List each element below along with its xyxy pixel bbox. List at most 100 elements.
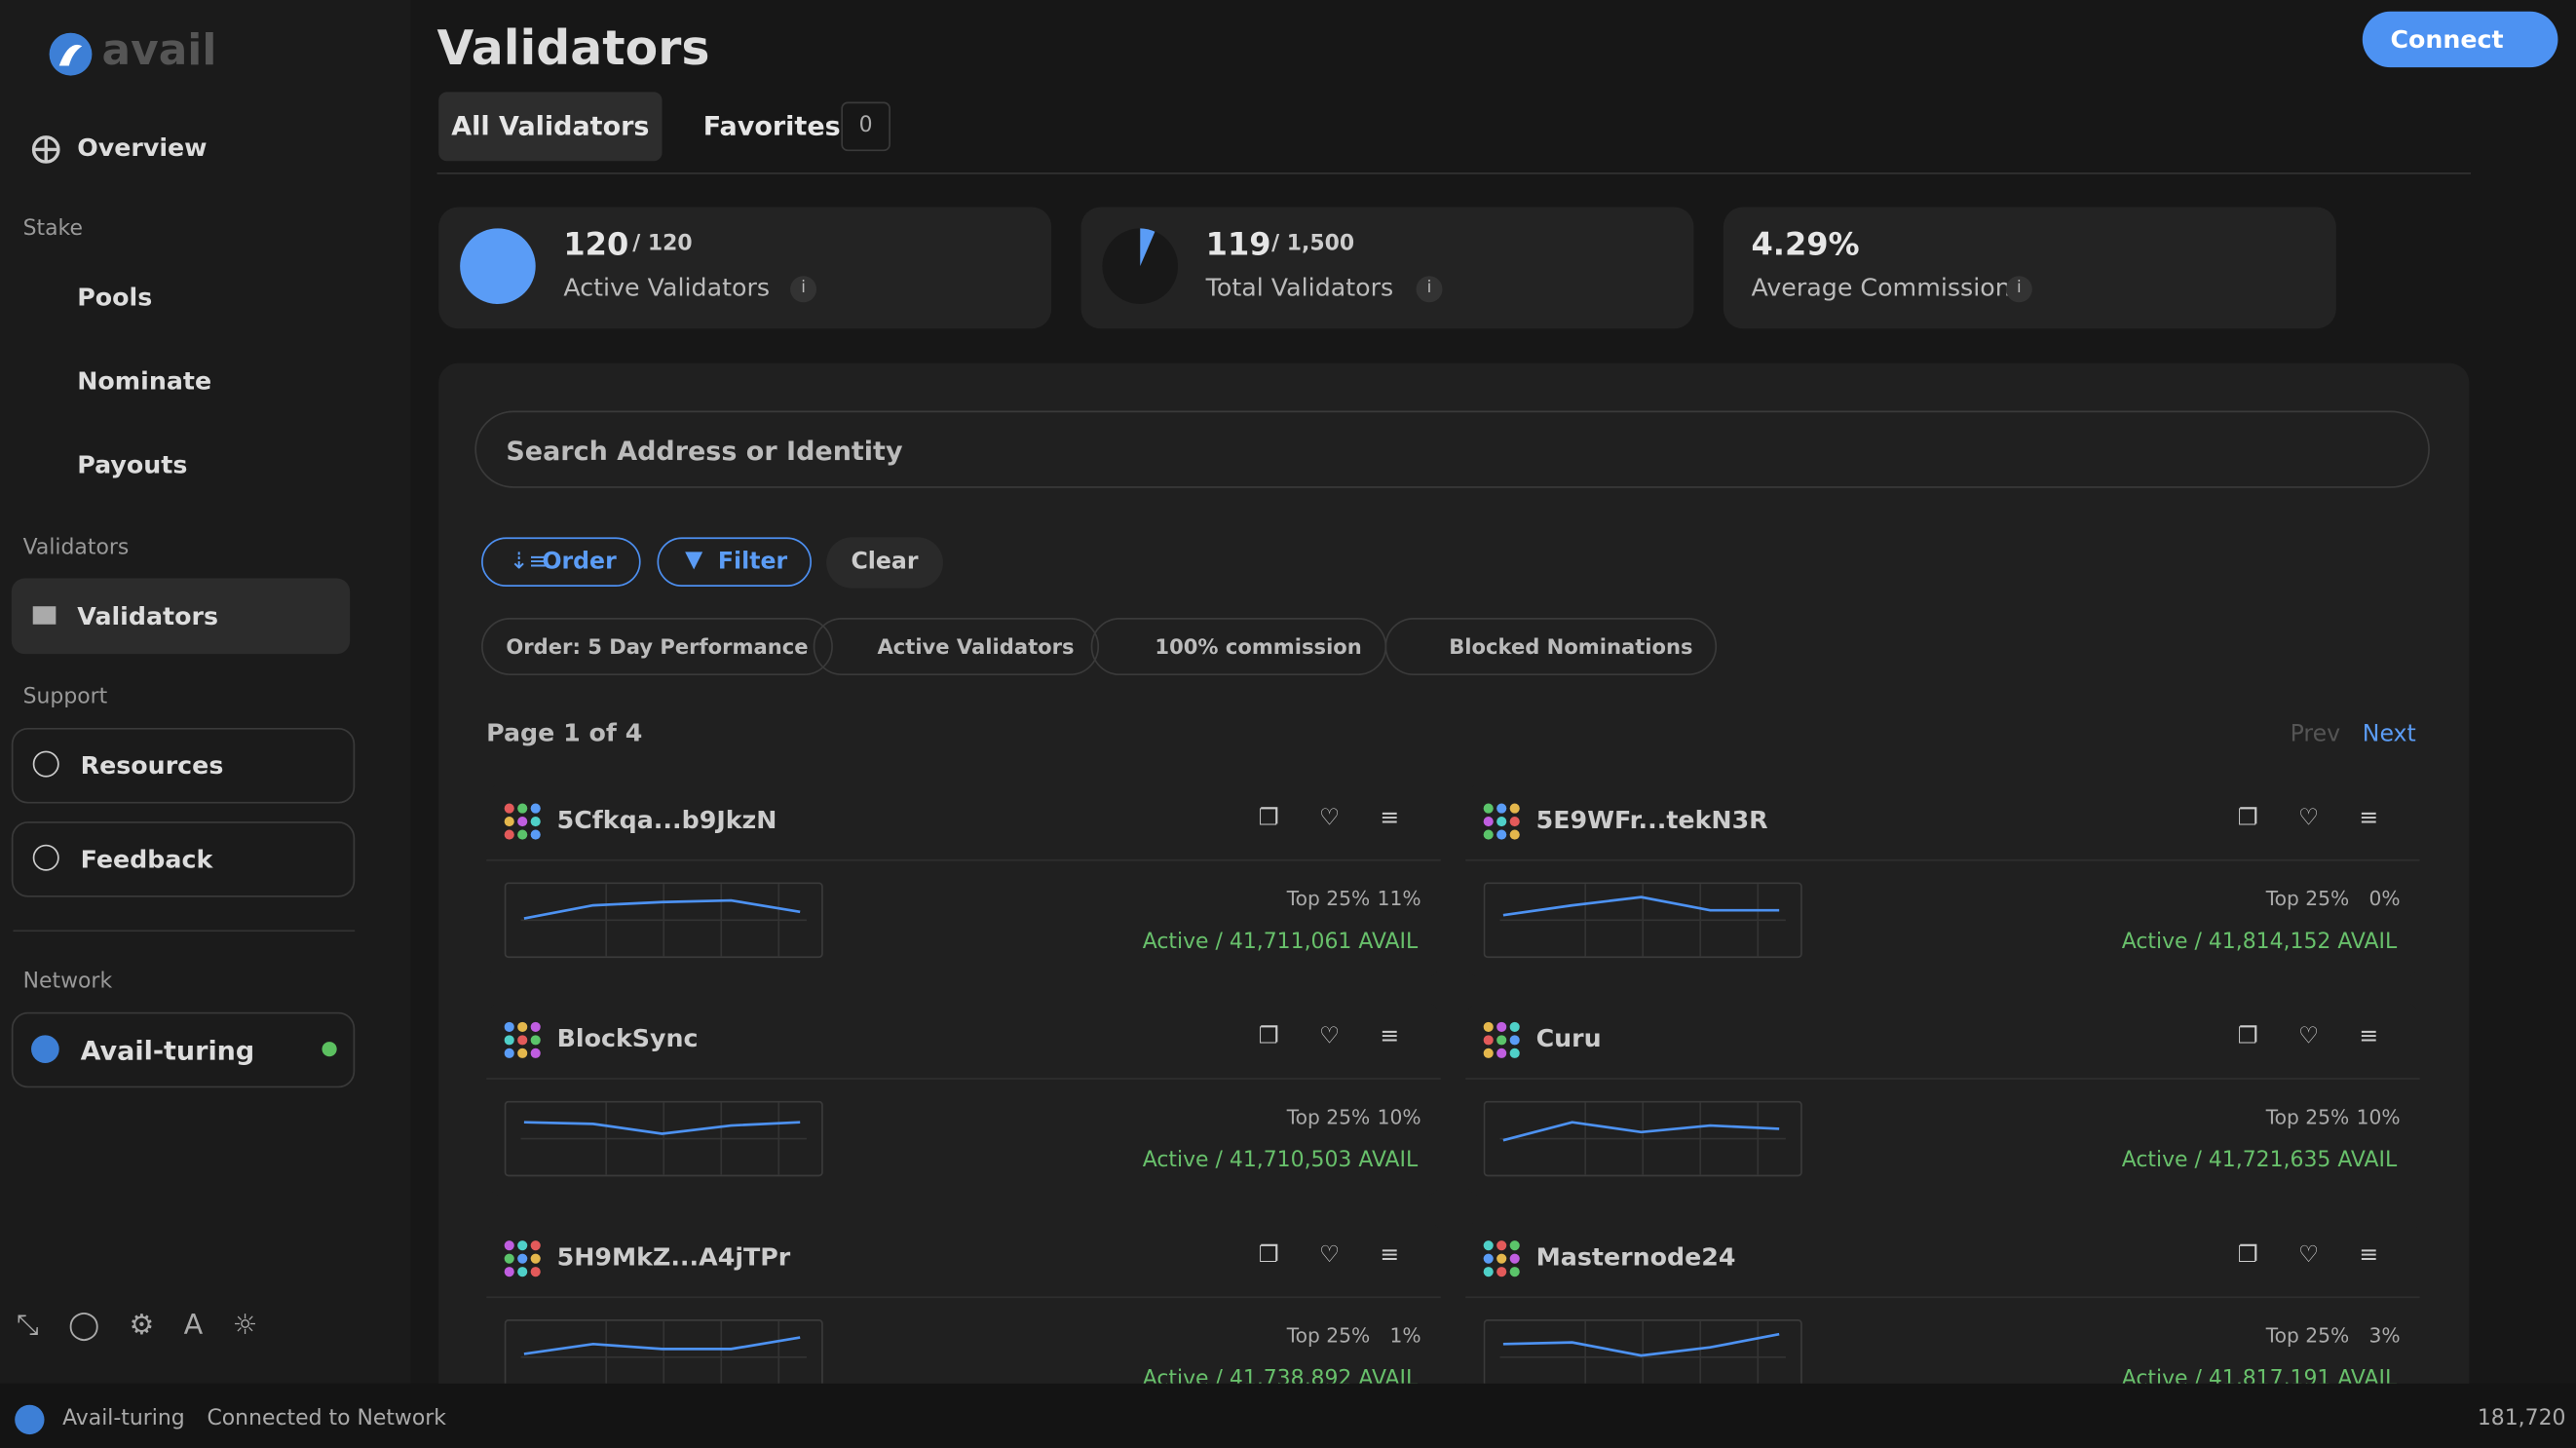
sparkline-frame (504, 1319, 823, 1384)
identicon-dot (1483, 1035, 1494, 1046)
order-button[interactable]: Order (481, 537, 642, 587)
validator-name: Curu (1535, 1023, 1602, 1053)
menu-button[interactable]: ≡ (1380, 1241, 1400, 1269)
nav-item[interactable]: Validators (77, 601, 219, 631)
identicon-dot (530, 829, 541, 840)
menu-button[interactable]: ≡ (2359, 805, 2379, 832)
filter-chip[interactable]: 100% commission (1090, 618, 1387, 676)
search-input[interactable]: Search Address or Identity (474, 410, 2430, 488)
nav-item[interactable]: Overview (77, 133, 208, 163)
identicon-dot (1496, 1021, 1507, 1032)
favorites-count: 0 (841, 101, 890, 152)
copy-button[interactable]: ❐ (2237, 1023, 2258, 1050)
pie-bg (1102, 228, 1179, 304)
favorite-button[interactable]: ♡ (1319, 805, 1341, 832)
validator-card[interactable]: Masternode24 ❐ ♡ ≡ Top 25% 3% Active / 41,817,… (1465, 1220, 2420, 1384)
nav-box[interactable] (11, 821, 356, 897)
copy-button[interactable]: ❐ (2237, 1241, 2258, 1269)
identicon-dot (504, 1240, 514, 1251)
nav-item[interactable]: Feedback (80, 844, 213, 875)
identicon-dot (530, 817, 541, 827)
identicon-dot (1483, 1021, 1494, 1032)
toolbar-icons[interactable]: ⤡◯⚙A☼ (16, 1309, 287, 1343)
favorite-button[interactable]: ♡ (2298, 805, 2320, 832)
favorite-button[interactable]: ♡ (1319, 1241, 1341, 1269)
rank: Top 25% (2265, 1105, 2350, 1129)
tab[interactable]: Favorites (702, 109, 841, 142)
divider (436, 172, 2472, 174)
identicon-dot (1483, 817, 1494, 827)
validator-name: Masternode24 (1535, 1241, 1736, 1273)
nav-item[interactable]: Pools (77, 283, 153, 313)
identicon-dot (517, 1253, 528, 1264)
section-title: Network (22, 969, 113, 995)
filter-chip[interactable]: Order: 5 Day Performance (481, 618, 833, 676)
icon (32, 750, 59, 778)
menu-button[interactable]: ≡ (2359, 1023, 2379, 1050)
info-icon[interactable]: i (790, 276, 817, 303)
favorite-button[interactable]: ♡ (1319, 1023, 1341, 1050)
validator-card[interactable]: Curu ❐ ♡ ≡ Top 25% 10% Active / 41,721,635 AVA… (1465, 1002, 2420, 1197)
nav-item[interactable]: Payouts (77, 450, 188, 480)
nav-item[interactable]: Nominate (77, 366, 212, 397)
nav-item[interactable]: Resources (80, 750, 224, 781)
favorite-button[interactable]: ♡ (2298, 1023, 2320, 1050)
stat-label: Active Validators (563, 272, 771, 303)
menu-button[interactable]: ≡ (1380, 805, 1400, 832)
identicon-dot (1483, 1240, 1494, 1251)
copy-button[interactable]: ❐ (1258, 805, 1279, 832)
identicon-dot (530, 1267, 541, 1277)
validator-card[interactable]: 5H9MkZ...A4jTPr ❐ ♡ ≡ Top 25% 1% Active / 41,7… (486, 1220, 1441, 1384)
info-icon[interactable]: i (1416, 276, 1443, 303)
rank: Top 25% (1286, 1324, 1371, 1348)
copy-button[interactable]: ❐ (1258, 1023, 1279, 1050)
identicon-dot (504, 1035, 514, 1046)
identicon-dot (504, 1253, 514, 1264)
clear-button[interactable]: Clear (826, 537, 943, 589)
copy-button[interactable]: ❐ (1258, 1241, 1279, 1269)
icon: ▼ (685, 547, 703, 574)
validator-card[interactable]: BlockSync ❐ ♡ ≡ Top 25% 10% Active / 41,710,50… (486, 1002, 1441, 1197)
rank: Top 25% (2265, 1324, 2350, 1348)
page-title: Validators (436, 19, 710, 76)
prev-button[interactable]: Prev (2290, 721, 2341, 748)
sparkline (1483, 1319, 1802, 1384)
status: Active / 41,721,635 AVAIL (2121, 1148, 2398, 1173)
validator-card[interactable]: 5E9WFr...tekN3R ❐ ♡ ≡ Top 25% 0% Active / 41,8… (1465, 783, 2420, 978)
nav-box[interactable] (11, 1011, 356, 1088)
info-icon[interactable]: i (2005, 276, 2032, 303)
commission: 11% (1377, 887, 1421, 911)
identicon-dot (504, 1048, 514, 1058)
stat-value: 120 (563, 226, 629, 263)
identicon-dot (517, 1048, 528, 1058)
sparkline (1483, 882, 1802, 959)
sidebar (0, 0, 411, 1384)
identicon-dot (504, 1021, 514, 1032)
nav-item[interactable]: Avail-turing (80, 1035, 255, 1067)
menu-button[interactable]: ≡ (2359, 1241, 2379, 1269)
stat-total: / 120 (632, 231, 693, 257)
commission: 3% (2368, 1324, 2401, 1348)
sparkline-line (1502, 1332, 1780, 1357)
identicon-dot (1509, 1035, 1520, 1046)
commission: 1% (1389, 1324, 1421, 1348)
identicon-dot (1496, 1267, 1507, 1277)
stat-label: Total Validators (1205, 272, 1394, 303)
status: Active / 41,710,503 AVAIL (1142, 1148, 1419, 1173)
sparkline-line (1502, 895, 1780, 917)
sparkline-line (1502, 1121, 1780, 1142)
identicon-dot (517, 1021, 528, 1032)
copy-button[interactable]: ❐ (2237, 805, 2258, 832)
status: Active / 41,817,191 AVAIL (2121, 1366, 2398, 1384)
identicon-dot (1496, 803, 1507, 814)
favorite-button[interactable]: ♡ (2298, 1241, 2320, 1269)
menu-button[interactable]: ≡ (1380, 1023, 1400, 1050)
validator-card[interactable]: 5Cfkqa...b9JkzN ❐ ♡ ≡ Top 25% 11% Active / 41,… (486, 783, 1441, 978)
next-button[interactable]: Next (2362, 721, 2416, 748)
nav-box[interactable] (11, 727, 356, 804)
connect-button[interactable]: Connect (2362, 11, 2558, 68)
filter-button[interactable]: Filter (657, 537, 813, 587)
tab[interactable]: All Validators (438, 92, 663, 162)
filter-chip[interactable]: Blocked Nominations (1384, 618, 1718, 676)
filter-chip[interactable]: Active Validators (813, 618, 1099, 676)
